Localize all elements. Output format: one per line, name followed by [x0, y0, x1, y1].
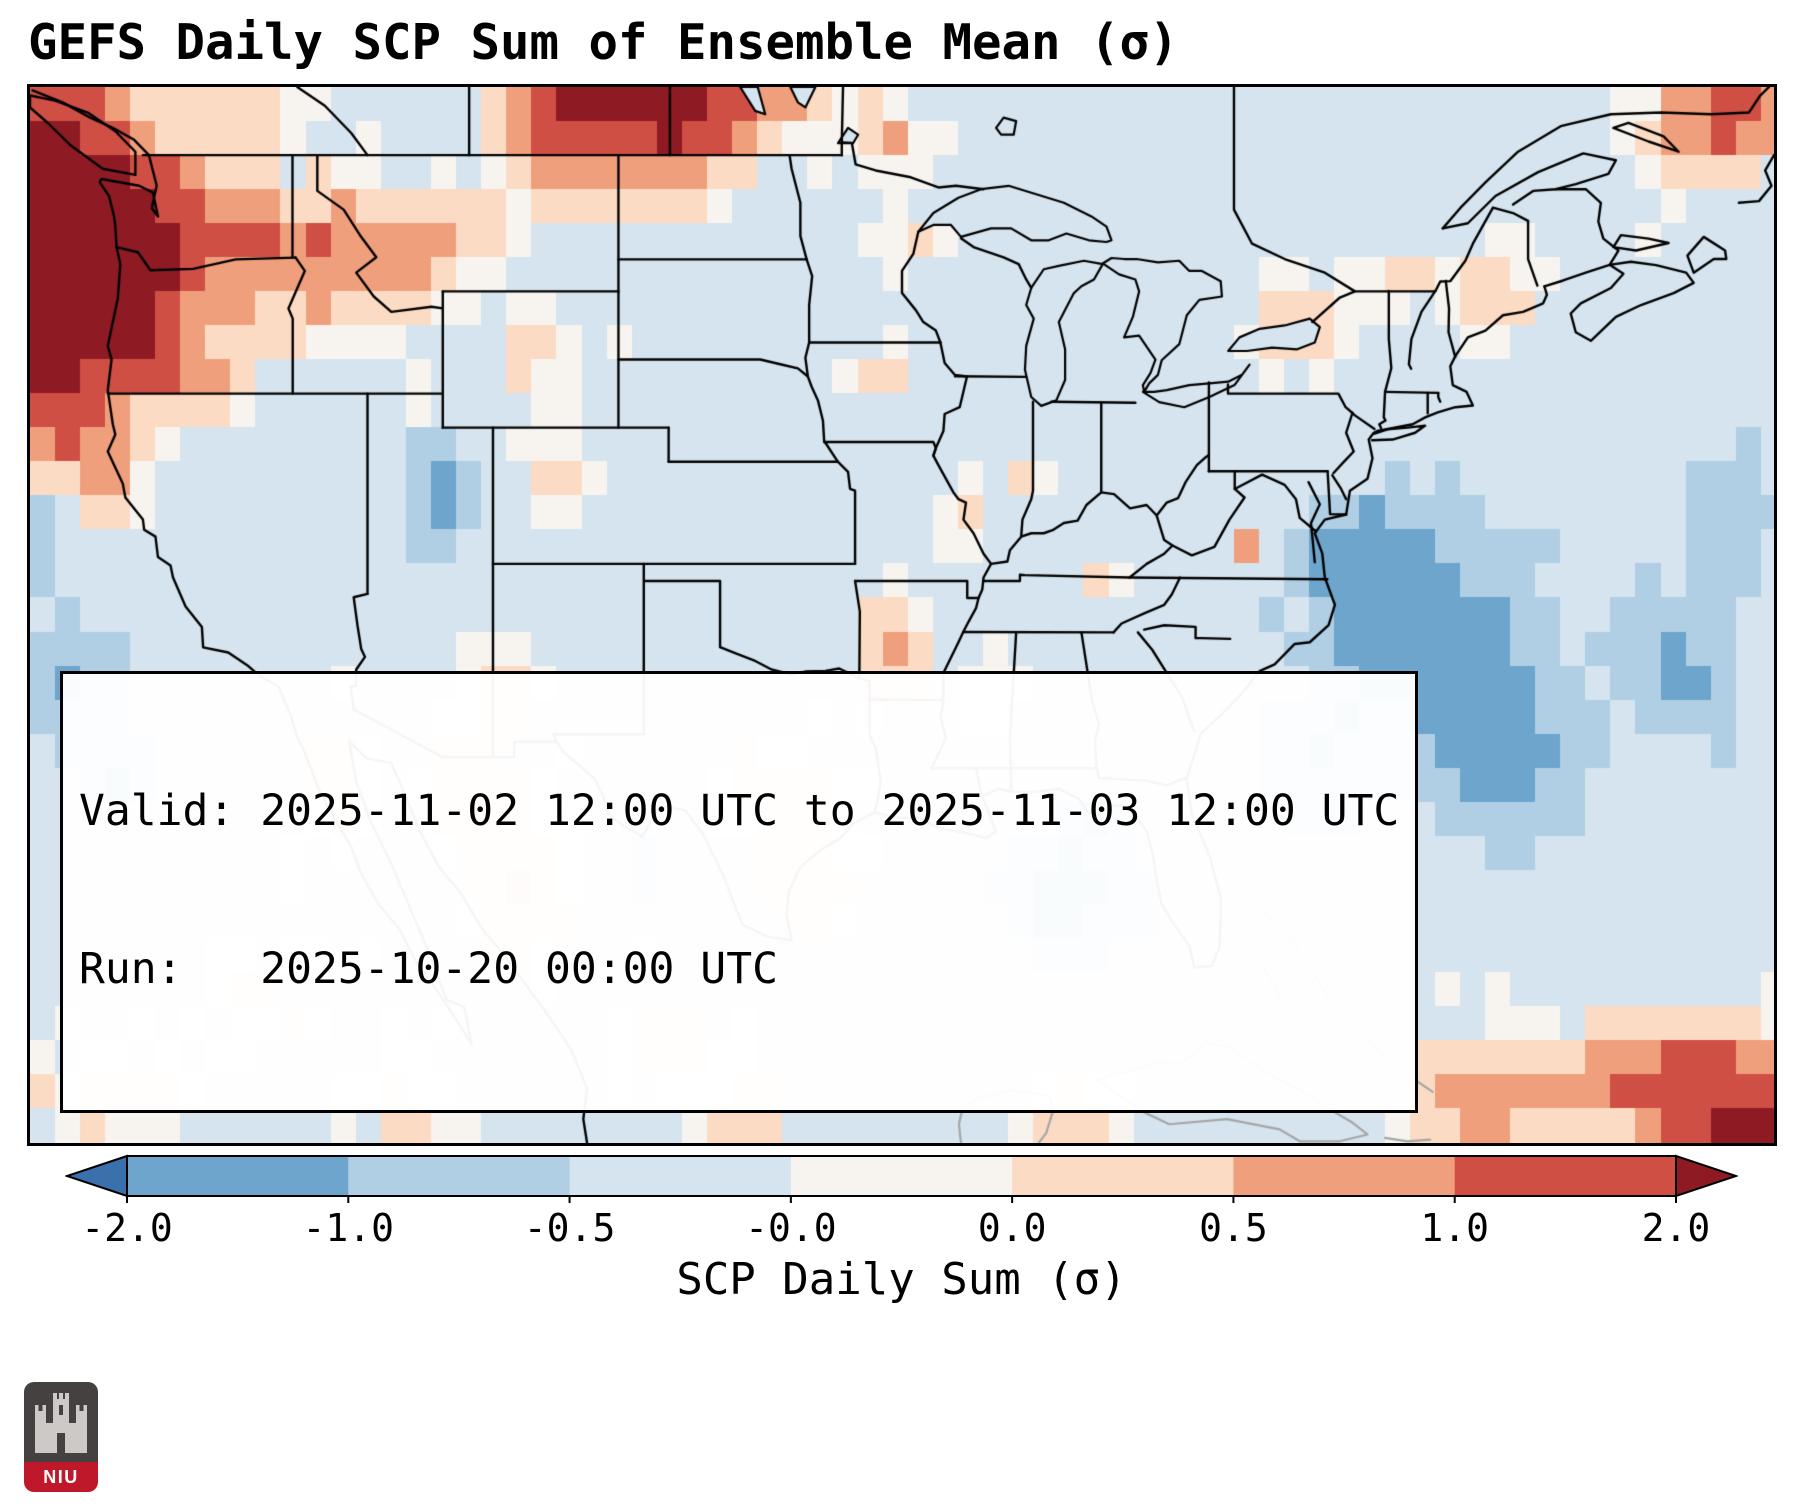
- colorbar-tick: 1.0: [1420, 1206, 1490, 1250]
- chart-title: GEFS Daily SCP Sum of Ensemble Mean (σ): [28, 14, 1179, 71]
- run-line: Run: 2025-10-20 00:00 UTC: [79, 943, 1399, 995]
- colorbar-tick: -2.0: [81, 1206, 173, 1250]
- colorbar-arrow-left: [63, 1154, 128, 1198]
- colorbar-tick: 0.5: [1199, 1206, 1268, 1250]
- colorbar-segment: [569, 1156, 792, 1196]
- colorbar-tick: -1.0: [302, 1206, 395, 1250]
- niu-logo: NIU: [24, 1382, 98, 1492]
- colorbar-svg: [63, 1154, 1740, 1203]
- niu-castle-icon: [24, 1382, 98, 1462]
- colorbar-tick: 0.0: [977, 1206, 1047, 1250]
- niu-logo-text: NIU: [24, 1462, 98, 1492]
- niu-text: NIU: [43, 1466, 79, 1487]
- colorbar-segment: [790, 1156, 1013, 1196]
- colorbar: [63, 1154, 1740, 1204]
- colorbar-arrow-right: [1675, 1154, 1740, 1198]
- valid-label: Valid:: [79, 786, 235, 837]
- info-box: Valid: 2025-11-02 12:00 UTC to 2025-11-03…: [60, 671, 1419, 1113]
- colorbar-segment: [127, 1156, 349, 1196]
- valid-value: 2025-11-02 12:00 UTC to 2025-11-03 12:00…: [260, 786, 1400, 837]
- colorbar-tick: -0.5: [523, 1206, 616, 1250]
- colorbar-segment: [1454, 1156, 1677, 1196]
- run-value: 2025-10-20 00:00 UTC: [260, 943, 778, 994]
- valid-line: Valid: 2025-11-02 12:00 UTC to 2025-11-03…: [79, 785, 1399, 837]
- colorbar-label: SCP Daily Sum (σ): [676, 1254, 1127, 1305]
- run-label: Run:: [79, 943, 183, 994]
- colorbar-segment: [1012, 1156, 1235, 1196]
- map-panel: Valid: 2025-11-02 12:00 UTC to 2025-11-03…: [27, 84, 1777, 1146]
- colorbar-tick: 2.0: [1641, 1206, 1711, 1250]
- colorbar-tick: -0.0: [745, 1206, 837, 1250]
- colorbar-segment: [348, 1156, 571, 1196]
- colorbar-ticks: -2.0 -1.0 -0.5 -0.0 0.0 0.5 1.0 2.0: [65, 1206, 1738, 1250]
- colorbar-segment: [1233, 1156, 1456, 1196]
